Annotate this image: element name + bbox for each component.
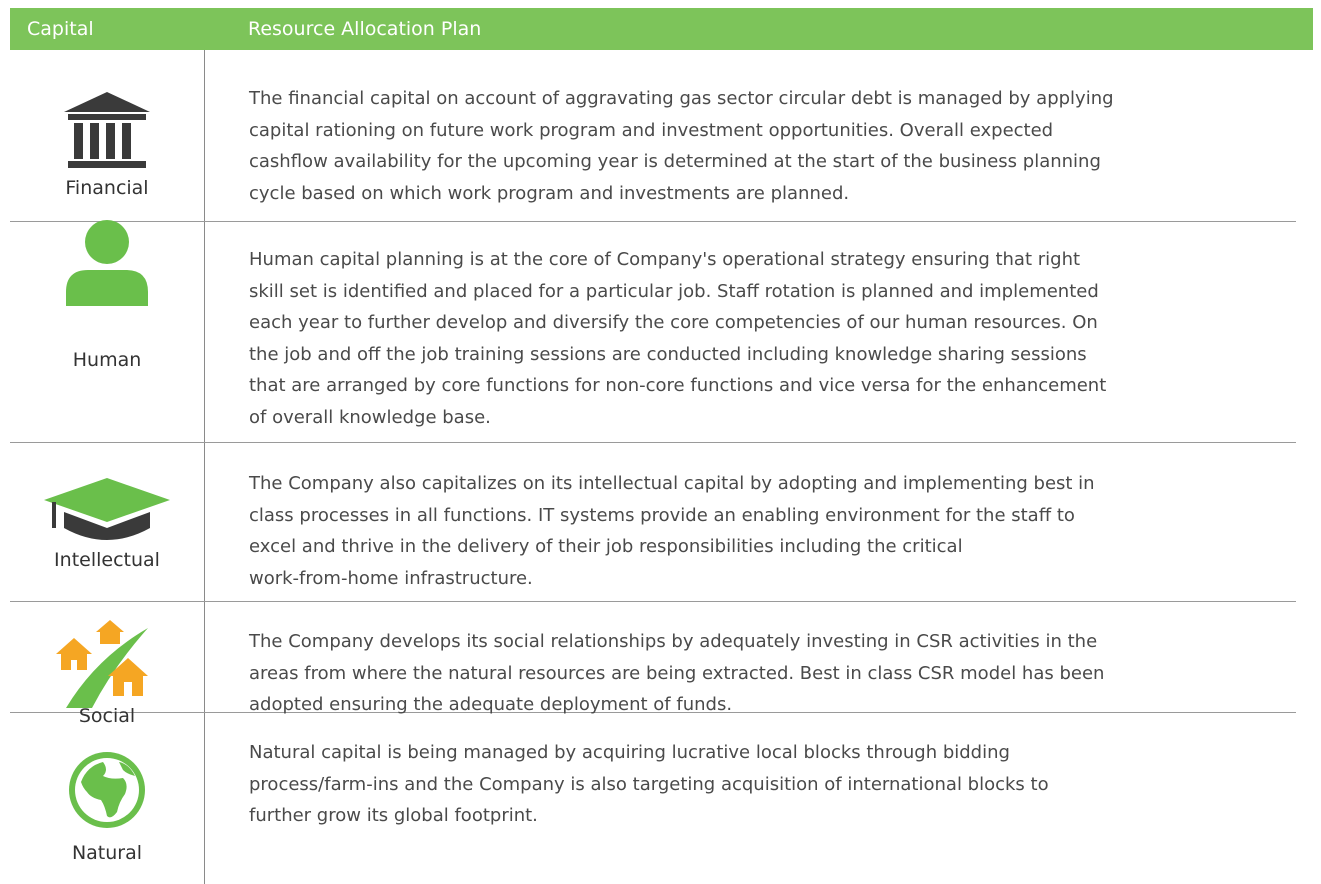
- row-divider: [10, 601, 1296, 602]
- capital-label: Human: [72, 349, 142, 371]
- plan-line: The Company develops its social relation…: [249, 631, 1098, 652]
- plan-line: class processes in all functions. IT sys…: [249, 504, 1075, 526]
- graduation-cap-icon: [44, 478, 170, 540]
- column-divider: [204, 50, 205, 884]
- plan-line: that are arranged by core functions for …: [249, 375, 1107, 397]
- plan-text: The Company also capitalizes on its inte…: [249, 468, 1095, 594]
- plan-line: skill set is identified and placed for a…: [249, 280, 1099, 302]
- capital-label: Intellectual: [54, 549, 160, 571]
- plan-line: the job and off the job training session…: [249, 343, 1087, 365]
- social-icon: [56, 620, 148, 708]
- capital-label: Social: [78, 705, 136, 727]
- plan-line: The Company also capitalizes on its inte…: [249, 473, 1095, 494]
- plan-line: Human capital planning is at the core of…: [249, 249, 1081, 270]
- plan-line: of overall knowledge base.: [249, 406, 491, 428]
- plan-line: work-from-home infrastructure.: [249, 567, 533, 589]
- row-divider: [10, 712, 1296, 713]
- person-icon: [66, 220, 148, 306]
- plan-text: Natural capital is being managed by acqu…: [249, 737, 1049, 832]
- plan-line: further grow its global footprint.: [249, 805, 538, 827]
- row-divider: [10, 442, 1296, 443]
- plan-text: Human capital planning is at the core of…: [249, 244, 1106, 434]
- plan-line: process/farm-ins and the Company is also…: [249, 773, 1049, 795]
- plan-line: capital rationing on future work program…: [249, 119, 1054, 141]
- plan-line: adopted ensuring the adequate deployment…: [249, 694, 733, 716]
- header-plan: Resource Allocation Plan: [248, 18, 482, 40]
- plan-line: cycle based on which work program and in…: [249, 182, 850, 204]
- header-capital: Capital: [27, 18, 94, 40]
- plan-line: cashflow availability for the upcoming y…: [249, 151, 1101, 173]
- plan-line: areas from where the natural resources a…: [249, 662, 1105, 684]
- capital-label: Financial: [65, 177, 149, 199]
- row-divider: [10, 221, 1296, 222]
- plan-text: The Company develops its social relation…: [249, 626, 1104, 721]
- header-bar: [10, 8, 1313, 50]
- plan-line: The financial capital on account of aggr…: [249, 88, 1114, 109]
- capital-label: Natural: [71, 842, 143, 864]
- plan-text: The financial capital on account of aggr…: [249, 83, 1114, 209]
- plan-line: Natural capital is being managed by acqu…: [249, 742, 1010, 763]
- globe-icon: [69, 752, 145, 828]
- bank-icon: [64, 92, 150, 168]
- plan-line: excel and thrive in the delivery of thei…: [249, 536, 963, 558]
- plan-line: each year to further develop and diversi…: [249, 312, 1098, 334]
